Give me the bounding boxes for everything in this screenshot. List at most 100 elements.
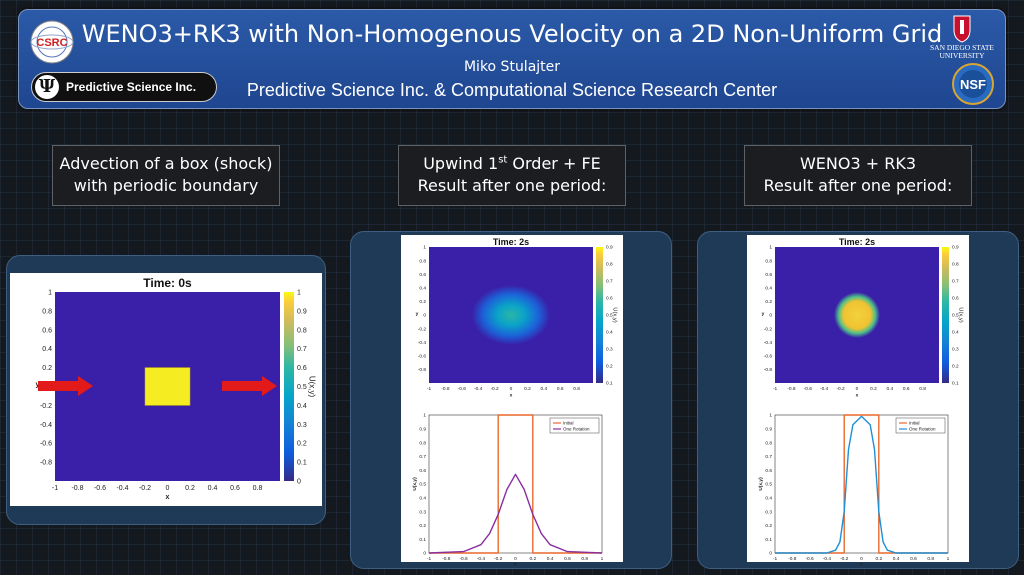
author-name: Miko Stulajter bbox=[463, 59, 561, 75]
y-axis-label: y bbox=[416, 312, 419, 317]
x-tick-label: 0.8 bbox=[253, 485, 263, 492]
colorbar-tick-label: 0.4 bbox=[297, 403, 307, 410]
colorbar-tick-label: 0.2 bbox=[297, 441, 307, 448]
y-tick-label: 0.8 bbox=[765, 258, 772, 264]
label-left-line1: Advection of a box (shock) bbox=[59, 154, 273, 173]
x-axis-label: x bbox=[514, 563, 517, 567]
x-tick-label: 0.4 bbox=[208, 485, 218, 492]
x-tick-label: 0.6 bbox=[903, 386, 910, 392]
y-tick-label: 0 bbox=[423, 313, 426, 319]
psi-logo-text: Predictive Science Inc. bbox=[66, 80, 197, 94]
y-tick-label: 0 bbox=[769, 313, 772, 319]
legend-entry: Initial bbox=[909, 421, 920, 426]
sdsu-shield-icon bbox=[953, 15, 971, 43]
y-tick-label: 0.2 bbox=[419, 523, 426, 529]
nsf-logo: NSF bbox=[952, 63, 994, 105]
colorbar-tick-label: 0.5 bbox=[606, 313, 613, 319]
x-axis-label: x bbox=[860, 563, 863, 567]
colorbar-tick-label: 0.4 bbox=[952, 330, 959, 336]
x-tick-label: 1 bbox=[947, 556, 950, 562]
legend-entry: One Rotation bbox=[909, 427, 936, 432]
y-tick-label: 0.2 bbox=[765, 299, 772, 305]
x-tick-label: 0.8 bbox=[573, 386, 580, 392]
colorbar-tick-label: 0.8 bbox=[606, 262, 613, 268]
y-tick-label: 0.6 bbox=[765, 468, 772, 474]
legend-entry: Initial bbox=[563, 421, 574, 426]
y-tick-label: -0.4 bbox=[418, 340, 427, 346]
x-tick-label: 0.2 bbox=[870, 386, 877, 392]
y-tick-label: -0.8 bbox=[764, 367, 773, 373]
x-tick-label: 0.6 bbox=[557, 386, 564, 392]
header-banner: CSRC Ψ Predictive Science Inc. WENO3+RK3… bbox=[18, 9, 1006, 109]
colorbar-label: U(x,y) bbox=[612, 307, 618, 323]
x-tick-label: 0.6 bbox=[910, 556, 917, 562]
x-tick-label: 0.6 bbox=[564, 556, 571, 562]
x-tick-label: -1 bbox=[773, 556, 778, 562]
x-tick-label: 0 bbox=[856, 386, 859, 392]
colorbar-tick-label: 0.9 bbox=[297, 308, 307, 315]
heatmap-box bbox=[144, 367, 191, 406]
x-tick-label: -0.8 bbox=[787, 386, 796, 392]
x-tick-label: -0.2 bbox=[840, 556, 849, 562]
x-axis-label: x bbox=[856, 394, 859, 398]
red-arrow-right bbox=[222, 376, 277, 396]
csrc-logo: CSRC bbox=[30, 20, 74, 64]
label-right-line2: Result after one period: bbox=[763, 176, 953, 195]
y-axis-label: U(x,y) bbox=[412, 477, 418, 491]
x-tick-label: -0.6 bbox=[805, 556, 814, 562]
label-right-line1: WENO3 + RK3 bbox=[799, 154, 917, 173]
x-tick-label: -0.2 bbox=[490, 386, 499, 392]
sdsu-logo: SAN DIEGO STATE UNIVERSITY bbox=[927, 14, 997, 62]
x-tick-label: -0.2 bbox=[494, 556, 503, 562]
x-tick-label: -1 bbox=[773, 386, 778, 392]
plot-area bbox=[774, 414, 949, 554]
figure-middle: Time: 2s -1 -0.8 -0.6 -0.4 -0.2 0 0.2 0.4 0.6 0.8 1… bbox=[401, 235, 623, 568]
x-axis-label: x bbox=[510, 394, 513, 398]
y-tick-label: 0.9 bbox=[765, 426, 772, 432]
y-tick-label: 1 bbox=[769, 245, 772, 251]
y-tick-label: 0.7 bbox=[765, 454, 772, 460]
x-tick-label: 0.2 bbox=[524, 386, 531, 392]
y-tick-label: -0.4 bbox=[40, 422, 52, 429]
x-tick-label: -0.2 bbox=[139, 485, 151, 492]
colorbar-tick-label: 0.1 bbox=[297, 460, 307, 467]
y-tick-label: 0.5 bbox=[419, 482, 426, 488]
chart-title: Time: 2s bbox=[839, 237, 875, 247]
x-tick-label: 0.6 bbox=[230, 485, 240, 492]
page-title: WENO3+RK3 with Non-Homogenous Velocity o… bbox=[81, 20, 943, 48]
x-tick-label: 0.4 bbox=[886, 386, 893, 392]
y-tick-label: 0.1 bbox=[419, 537, 426, 543]
x-tick-label: -0.6 bbox=[458, 386, 467, 392]
colorbar bbox=[596, 247, 603, 383]
x-tick-label: 0.4 bbox=[893, 556, 900, 562]
y-tick-label: 1 bbox=[769, 413, 772, 419]
y-tick-label: 0.4 bbox=[419, 285, 426, 291]
plot-area bbox=[428, 414, 603, 554]
y-tick-label: 0.4 bbox=[765, 285, 772, 291]
y-tick-label: 0.8 bbox=[419, 440, 426, 446]
legend bbox=[549, 417, 600, 434]
colorbar-label: U(x,y) bbox=[307, 376, 316, 398]
x-tick-label: -0.4 bbox=[823, 556, 832, 562]
chart-weno-heatmap: Time: 2s -1 -0.8 -0.6 -0.4 -0.2 0 0.2 0.4 0.6 0.8 1… bbox=[762, 237, 964, 399]
x-tick-label: 0.8 bbox=[919, 386, 926, 392]
x-tick-label: -0.4 bbox=[820, 386, 829, 392]
label-left: Advection of a box (shock) with periodic… bbox=[52, 145, 280, 206]
heatmap-blob bbox=[471, 285, 551, 345]
colorbar-tick-label: 0.9 bbox=[606, 245, 613, 251]
y-tick-label: -0.2 bbox=[418, 326, 427, 332]
x-tick-label: 0.4 bbox=[547, 556, 554, 562]
y-tick-label: 0.4 bbox=[419, 495, 426, 501]
y-axis-label: y bbox=[762, 312, 765, 317]
colorbar-tick-label: 0.2 bbox=[606, 364, 613, 370]
x-tick-label: -0.4 bbox=[477, 556, 486, 562]
y-tick-label: 0.9 bbox=[419, 426, 426, 432]
y-tick-label: 1 bbox=[423, 413, 426, 419]
y-tick-label: 0 bbox=[423, 551, 426, 557]
y-tick-label: 0.3 bbox=[765, 509, 772, 515]
y-tick-label: -0.6 bbox=[40, 441, 52, 448]
figure-left: Time: 0s -1 -0.8 -0.6 -0.4 -0.2 0 0.2 0.4 0.6 0.8 1… bbox=[10, 273, 322, 506]
y-tick-label: 0.7 bbox=[419, 454, 426, 460]
y-tick-label: 0 bbox=[769, 551, 772, 557]
colorbar-tick-label: 0.1 bbox=[952, 381, 959, 387]
